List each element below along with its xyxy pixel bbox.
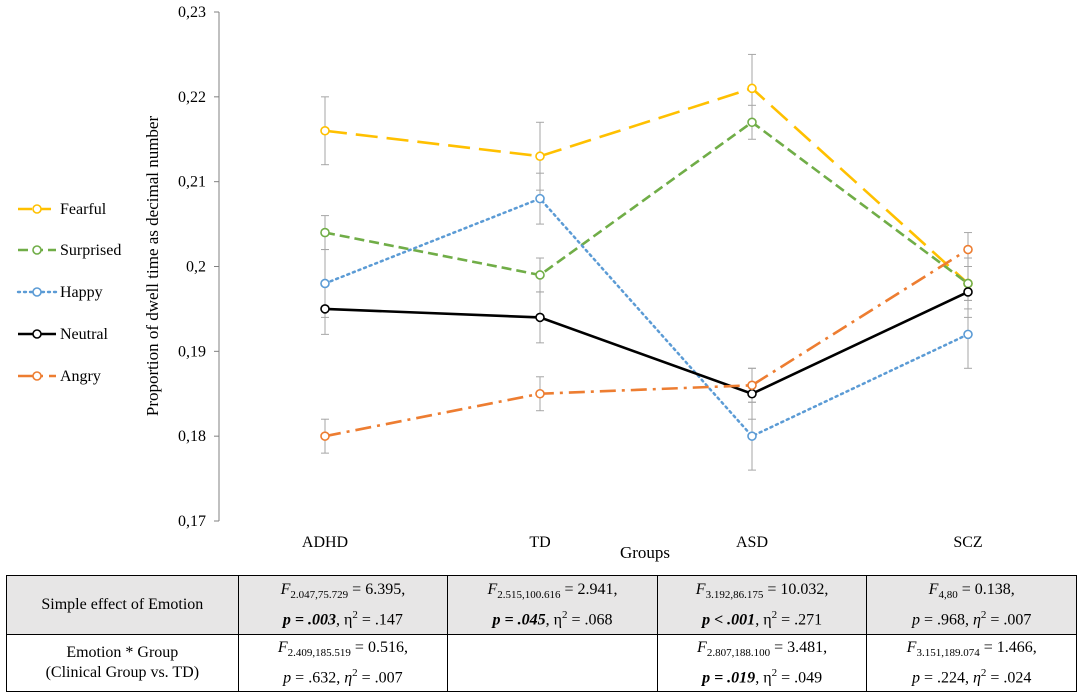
marker-angry-td — [535, 388, 545, 399]
marker-angry-asd — [747, 380, 757, 391]
x-tick-label-scz: SCZ — [953, 534, 982, 551]
row-label-interaction: Emotion * Group (Clinical Group vs. TD) — [6, 634, 239, 692]
cell-scz-simple-effect: F4,80 = 0.138, p = .968, η2 = .007 — [866, 575, 1077, 635]
cell-td-interaction-empty — [447, 634, 658, 692]
marker-surprised-asd — [747, 117, 757, 128]
series-line-angry — [324, 248, 969, 438]
table-row-simple-effect: Simple effect of Emotion F2.047,75.729 =… — [6, 575, 1077, 635]
marker-fearful-asd — [747, 83, 757, 94]
y-tick-label-6: 0,23 — [178, 4, 206, 21]
cell-adhd-simple-effect: F2.047,75.729 = 6.395, p = .003, η2 = .1… — [237, 575, 449, 635]
marker-happy-scz — [963, 329, 973, 340]
legend-item-neutral: Neutral — [18, 326, 109, 343]
marker-neutral-scz — [963, 287, 973, 297]
marker-happy-asd — [747, 431, 757, 441]
line-chart: 0,17 0,18 0,19 0,2 0,21 0,22 0,23 ADHD TD ASD SCZ… — [16, 4, 983, 562]
marker-neutral-asd — [747, 388, 757, 399]
legend: Fearful Surprised Happy Neutral Angry — [16, 201, 121, 385]
table-row-interaction: Emotion * Group (Clinical Group vs. TD) … — [6, 634, 1077, 692]
series-markers — [320, 83, 973, 441]
series-line-happy — [323, 197, 970, 438]
cell-td-simple-effect: F2.515,100.616 = 2.941, p = .045, η2 = .… — [447, 575, 658, 635]
row-label-simple-effect: Simple effect of Emotion — [6, 575, 239, 635]
y-tick-label-1: 0,18 — [178, 428, 206, 445]
legend-label-surprised: Surprised — [60, 242, 121, 259]
legend-label-happy: Happy — [60, 284, 103, 301]
legend-item-angry: Angry — [18, 368, 101, 385]
y-tick-label-2: 0,19 — [178, 343, 206, 360]
y-ticks: 0,17 0,18 0,19 0,2 0,21 0,22 0,23 — [178, 4, 219, 530]
cell-asd-simple-effect: F3.192,86.175 = 10.032, p < .001, η2 = .… — [656, 575, 868, 635]
legend-label-neutral: Neutral — [60, 326, 109, 343]
series-line-neutral — [324, 290, 969, 396]
marker-angry-adhd — [320, 431, 330, 441]
legend-item-happy: Happy — [16, 284, 103, 301]
stats-table: Simple effect of Emotion F2.047,75.729 =… — [6, 575, 1077, 692]
x-ticks: ADHD TD ASD SCZ — [302, 534, 983, 551]
marker-happy-adhd — [320, 278, 330, 289]
marker-angry-scz — [963, 244, 973, 255]
legend-item-surprised: Surprised — [18, 242, 121, 259]
cell-asd-interaction: F2.807,188.100 = 3.481, p = .019, η2 = .… — [656, 634, 868, 692]
cell-adhd-interaction: F2.409,185.519 = 0.516, p = .632, η2 = .… — [237, 634, 449, 692]
x-tick-label-adhd: ADHD — [302, 534, 348, 551]
marker-fearful-adhd — [320, 125, 330, 136]
legend-item-fearful: Fearful — [18, 201, 107, 218]
y-tick-label-5: 0,22 — [178, 89, 206, 106]
y-axis-title: Proportion of dwell time as decimal numb… — [143, 116, 162, 417]
marker-surprised-td — [535, 270, 545, 280]
y-tick-label-3: 0,2 — [186, 259, 206, 276]
legend-label-fearful: Fearful — [60, 201, 107, 218]
error-bars — [321, 53, 972, 471]
x-tick-label-asd: ASD — [736, 534, 768, 551]
marker-happy-td — [535, 193, 545, 204]
marker-surprised-adhd — [320, 227, 330, 238]
x-axis-title: Groups — [620, 543, 670, 562]
series-lines — [323, 86, 970, 438]
x-tick-label-td: TD — [529, 534, 550, 551]
y-tick-label-0: 0,17 — [178, 513, 206, 530]
marker-surprised-scz — [963, 278, 973, 289]
series-line-fearful — [324, 86, 969, 285]
legend-label-angry: Angry — [60, 368, 101, 385]
marker-fearful-td — [535, 151, 545, 162]
cell-scz-interaction: F3.151,189.074 = 1.466, p = .224, η2 = .… — [866, 634, 1077, 692]
marker-neutral-td — [535, 312, 545, 323]
series-line-surprised — [324, 120, 969, 285]
marker-neutral-adhd — [320, 304, 330, 314]
y-tick-label-4: 0,21 — [178, 174, 206, 191]
